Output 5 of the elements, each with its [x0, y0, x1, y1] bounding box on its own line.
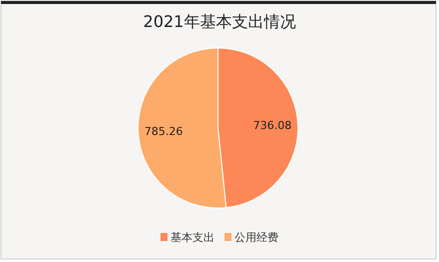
- legend-label: 公用经费: [234, 231, 278, 244]
- chart-title: 2021年基本支出情况: [143, 12, 296, 31]
- data-label: 736.08: [253, 119, 292, 132]
- data-label: 785.26: [144, 124, 183, 138]
- legend-label: 基本支出: [170, 231, 214, 244]
